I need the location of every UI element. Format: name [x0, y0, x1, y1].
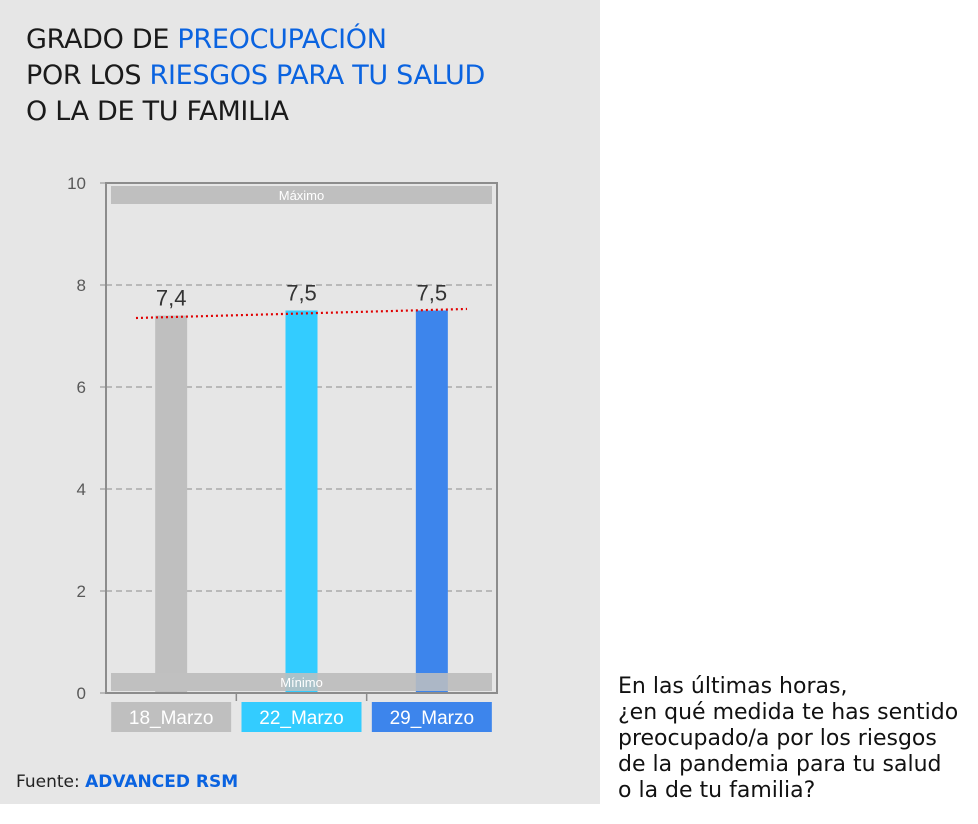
- plot-frame: [105, 182, 498, 694]
- y-tick-label: 6: [77, 378, 86, 397]
- data-label: 7,5: [417, 281, 448, 306]
- category-box: [371, 702, 492, 732]
- max-band-label: Máximo: [279, 188, 325, 203]
- x-tick-label: 18_Marzo: [129, 708, 214, 729]
- title-highlight-1: PREOCUPACIÓN: [177, 24, 387, 55]
- title-highlight-2: RIESGOS PARA TU SALUD: [149, 60, 486, 91]
- y-tick-label: 4: [77, 480, 86, 499]
- title-line-1-text: GRADO DE: [26, 24, 178, 55]
- trendline: [135, 307, 468, 320]
- bar: [155, 315, 188, 693]
- y-tick-label: 10: [67, 174, 86, 193]
- data-label: 7,5: [286, 281, 317, 306]
- title-line-2: POR LOS RIESGOS PARA TU SALUD: [26, 58, 485, 94]
- question-line-5: o la de tu familia?: [618, 778, 816, 803]
- x-tick-label: 22_Marzo: [259, 708, 344, 729]
- category-box: [241, 702, 362, 732]
- question-line-1: En las últimas horas,: [618, 674, 848, 699]
- bar: [415, 310, 448, 693]
- min-band-overlay: [111, 673, 492, 691]
- y-tick-label: 8: [77, 276, 86, 295]
- min-band-label: Mínimo: [280, 675, 323, 690]
- y-tick-label: 0: [77, 684, 86, 703]
- question-line-4: de la pandemia para tu salud: [618, 752, 942, 777]
- source-label: Fuente:: [16, 772, 86, 792]
- question-line-3: preocupado/a por los riesgos: [618, 726, 937, 751]
- category-box: [111, 702, 232, 732]
- question-line-2: ¿en qué medida te has sentido: [618, 700, 959, 725]
- source-name: ADVANCED RSM: [85, 772, 239, 792]
- bar: [285, 310, 318, 693]
- title-line-1: GRADO DE PREOCUPACIÓN: [26, 22, 485, 58]
- y-tick-label: 2: [77, 582, 86, 601]
- survey-question: En las últimas horas, ¿en qué medida te …: [618, 674, 968, 804]
- title-line-3: O LA DE TU FAMILIA: [26, 96, 289, 127]
- title-line-2-text: POR LOS: [26, 60, 150, 91]
- chart-title: GRADO DE PREOCUPACIÓN POR LOS RIESGOS PA…: [26, 22, 485, 130]
- bar-chart: 0 2 4 6 8 10 7,4 7,5 7,5 Máximo Mínimo 18_Marzo 22_M…: [67, 174, 498, 732]
- source-note: Fuente: ADVANCED RSM: [16, 772, 238, 792]
- x-tick-label: 29_Marzo: [390, 708, 475, 729]
- max-band: [111, 186, 492, 204]
- data-label: 7,4: [156, 286, 187, 311]
